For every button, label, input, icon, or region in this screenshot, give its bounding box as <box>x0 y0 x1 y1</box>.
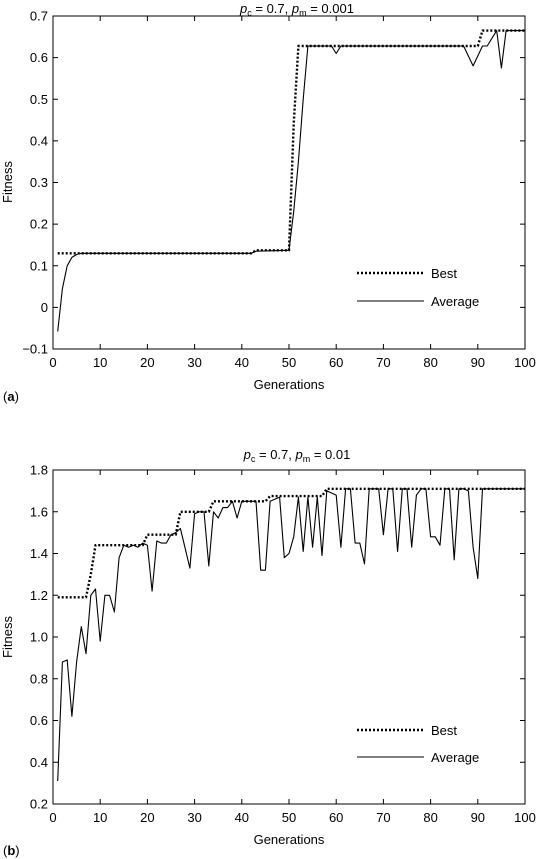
y-tick-label: 1.6 <box>30 504 48 519</box>
y-tick-label: −0.1 <box>22 342 48 357</box>
x-tick-label: 70 <box>376 355 390 370</box>
series-best-line <box>57 29 525 255</box>
x-tick-label: 40 <box>235 355 249 370</box>
y-tick-label: 0.3 <box>30 175 48 190</box>
legend: Best Average <box>357 266 479 309</box>
x-tick-label: 70 <box>376 810 390 825</box>
y-tick-label: 0.6 <box>30 713 48 728</box>
x-axis-label: Generations <box>254 832 325 847</box>
y-tick-label: 0.8 <box>30 671 48 686</box>
chart-title: pc = 0.7, pm = 0.01 <box>243 447 351 464</box>
y-tick-label: 0.5 <box>30 92 48 107</box>
x-axis-label: Generations <box>254 377 325 392</box>
legend: Best Average <box>357 723 479 765</box>
x-tick-label: 80 <box>423 355 437 370</box>
x-tick-label: 50 <box>282 355 296 370</box>
series-lines <box>57 29 525 332</box>
x-tick-label: 20 <box>140 810 154 825</box>
series-average-line <box>57 488 525 782</box>
y-tick-label: 1.4 <box>30 546 48 561</box>
y-tick-label: 1.0 <box>30 630 48 645</box>
x-tick-label: 90 <box>471 810 485 825</box>
legend-average-label: Average <box>431 750 479 765</box>
y-tick-label: 0.6 <box>30 50 48 65</box>
y-tick-label: 0.1 <box>30 258 48 273</box>
chart-panel-b: pc = 0.7, pm = 0.01 0.2 0.4 0.6 0.8 1.0 1.2 1.… <box>0 447 536 858</box>
y-tick-label: 0.4 <box>30 133 48 148</box>
x-tick-label: 90 <box>471 355 485 370</box>
y-axis: −0.1 0 0.1 0.2 0.3 0.4 0.5 0.6 0.7 <box>22 9 525 357</box>
x-tick-label: 100 <box>514 355 536 370</box>
x-tick-label: 10 <box>93 355 107 370</box>
y-tick-label: 1.2 <box>30 588 48 603</box>
series-best-line <box>57 487 525 599</box>
y-axis: 0.2 0.4 0.6 0.8 1.0 1.2 1.4 1.6 1.8 <box>30 463 525 812</box>
series-lines <box>57 487 525 782</box>
x-tick-label: 40 <box>235 810 249 825</box>
chart-title: pc = 0.7, pm = 0.001 <box>239 1 354 18</box>
panel-label: (a) <box>3 389 19 404</box>
x-tick-label: 30 <box>187 810 201 825</box>
x-tick-label: 100 <box>514 810 536 825</box>
x-tick-label: 30 <box>187 355 201 370</box>
y-tick-label: 1.8 <box>30 463 48 478</box>
panel-label: (b) <box>3 843 20 858</box>
y-tick-label: 0 <box>41 300 48 315</box>
x-tick-label: 20 <box>140 355 154 370</box>
x-tick-label: 10 <box>93 810 107 825</box>
y-tick-label: 0.2 <box>30 217 48 232</box>
x-axis: 0 10 20 30 40 50 60 70 80 90 100 <box>49 16 536 370</box>
legend-average-label: Average <box>431 294 479 309</box>
x-tick-label: 60 <box>329 810 343 825</box>
x-tick-label: 60 <box>329 355 343 370</box>
y-axis-label: Fitness <box>0 161 15 203</box>
x-tick-label: 0 <box>49 810 56 825</box>
series-average-line <box>57 30 525 332</box>
y-axis-label: Fitness <box>0 616 15 658</box>
legend-best-label: Best <box>431 723 457 738</box>
legend-best-label: Best <box>431 266 457 281</box>
y-tick-label: 0.4 <box>30 755 48 770</box>
y-tick-label: 0.2 <box>30 797 48 812</box>
x-tick-label: 0 <box>49 355 56 370</box>
x-axis: 0 10 20 30 40 50 60 70 80 90 100 <box>49 470 536 825</box>
chart-panel-a: pc = 0.7, pm = 0.001 −0.100.10.20.30.40.… <box>0 1 536 404</box>
x-tick-label: 80 <box>423 810 437 825</box>
y-tick-label: 0.7 <box>30 9 48 24</box>
x-tick-label: 50 <box>282 810 296 825</box>
